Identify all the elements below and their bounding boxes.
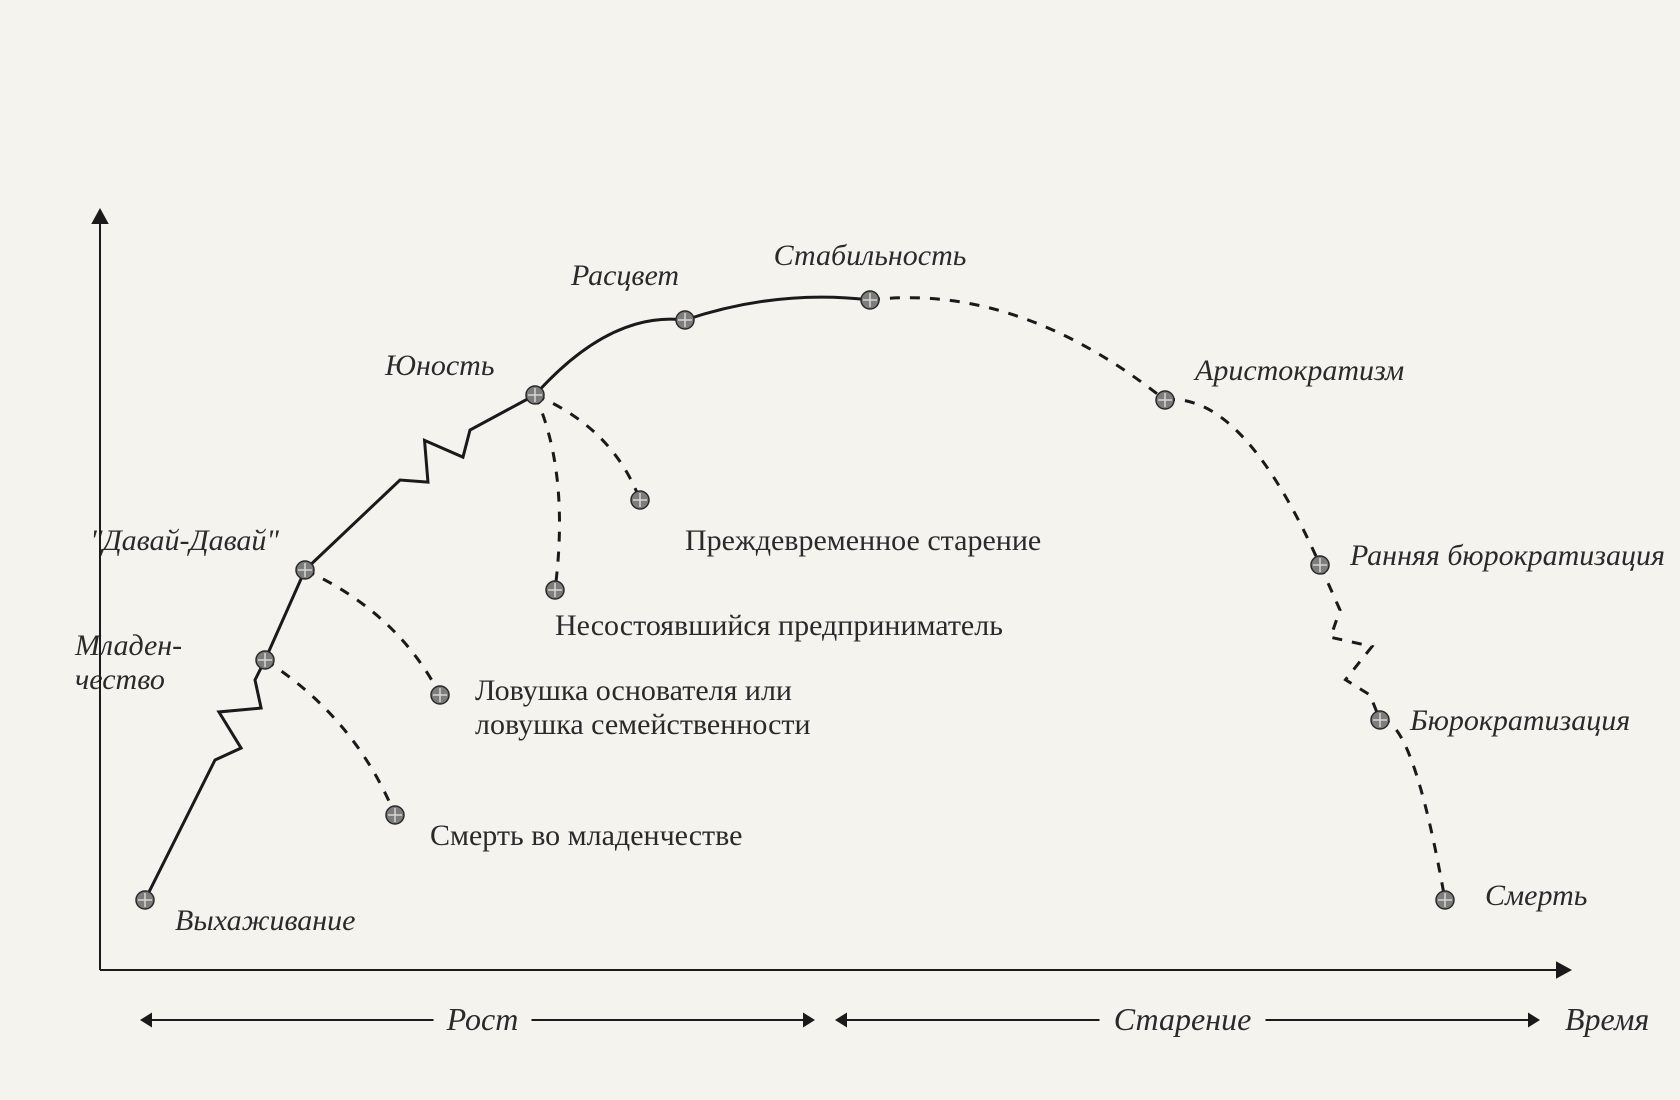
trap-label-infant-mortality: Смерть во младенчестве — [430, 819, 742, 852]
stage-marker-gogo — [296, 561, 314, 579]
trap-label-unfulfilled: Несостоявшийся предприниматель — [555, 609, 1003, 642]
time-axis-label: Время — [1565, 1001, 1649, 1037]
lifecycle-diagram: Смерть во младенчестве Ловушка основателя… — [0, 0, 1680, 1100]
stage-marker-adolescence — [526, 386, 544, 404]
stage-label-prime: Расцвет — [570, 259, 679, 292]
stage-marker-stable — [861, 291, 879, 309]
stage-label-bureaucracy: Бюрократизация — [1409, 704, 1630, 737]
trap-marker-founder-trap — [431, 686, 449, 704]
stage-label-gogo: "Давай-Давай" — [90, 524, 279, 557]
stage-marker-bureaucracy — [1371, 711, 1389, 729]
trap-marker-infant-mortality — [386, 806, 404, 824]
stage-marker-death — [1436, 891, 1454, 909]
trap-label-premature-aging: Преждевременное старение — [685, 524, 1041, 557]
stage-marker-early-bur — [1311, 556, 1329, 574]
stage-label-adolescence: Юность — [384, 349, 494, 382]
stage-marker-aristocracy — [1156, 391, 1174, 409]
stage-label-stable: Стабильность — [774, 239, 967, 272]
aging-label: Старение — [1114, 1001, 1252, 1037]
stage-label-courtship: Выхаживание — [175, 904, 355, 937]
stage-marker-infancy — [256, 651, 274, 669]
trap-marker-unfulfilled — [546, 581, 564, 599]
growth-label: Рост — [446, 1001, 519, 1037]
trap-label-founder-trap: Ловушка основателя илиловушка семействен… — [475, 674, 811, 741]
stage-label-death: Смерть — [1485, 879, 1587, 912]
trap-marker-premature-aging — [631, 491, 649, 509]
stage-label-aristocracy: Аристократизм — [1193, 354, 1404, 387]
stage-marker-prime — [676, 311, 694, 329]
stage-marker-courtship — [136, 891, 154, 909]
stage-label-early-bur: Ранняя бюрократизация — [1349, 539, 1665, 572]
